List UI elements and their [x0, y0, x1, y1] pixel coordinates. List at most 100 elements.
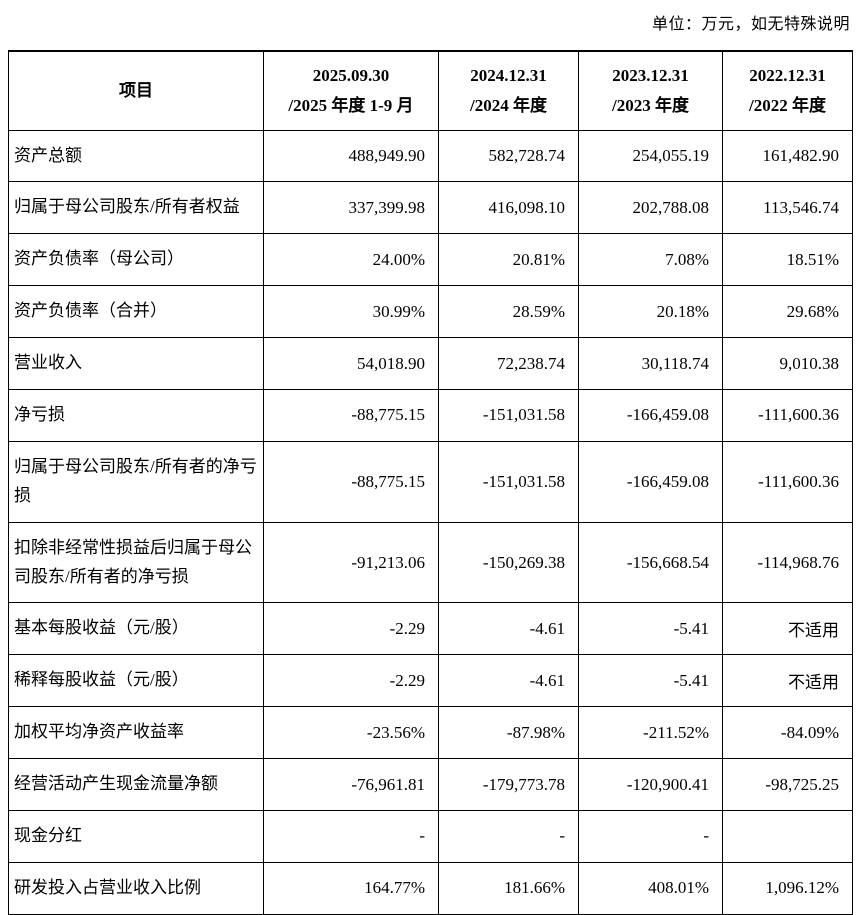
cell-value: -111,600.36: [722, 440, 853, 523]
cell-value: 28.59%: [438, 285, 579, 339]
cell-value: 20.81%: [438, 233, 579, 287]
cell-value: 29.68%: [722, 285, 853, 339]
header-line: 2024.12.31: [470, 66, 547, 85]
cell-value: 54,018.90: [263, 337, 439, 390]
row-label: 营业收入: [8, 337, 264, 390]
unit-note: 单位：万元，如无特殊说明: [651, 16, 850, 33]
cell-value: -151,031.58: [438, 388, 579, 442]
cell-value: -76,961.81: [263, 758, 439, 811]
table-row: 加权平均净资产收益率 -23.56% -87.98% -211.52% -84.…: [8, 706, 853, 760]
header-col-2025: 2025.09.30 /2025 年度 1-9 月: [263, 50, 439, 131]
header-line: 2025.09.30: [312, 66, 390, 85]
financial-table: 项目 2025.09.30 /2025 年度 1-9 月 2024.12.31 …: [8, 50, 853, 915]
cell-value: -150,269.38: [438, 521, 579, 604]
row-label: 归属于母公司股东/所有者的净亏损: [8, 440, 264, 523]
cell-value: -4.61: [438, 602, 579, 656]
row-label: 基本每股收益（元/股）: [8, 602, 264, 656]
cell-value: 不适用: [722, 654, 853, 708]
cell-value: -: [263, 809, 439, 863]
cell-value: 113,546.74: [722, 181, 853, 235]
row-label: 资产负债率（合并）: [8, 285, 264, 339]
table-row: 基本每股收益（元/股） -2.29 -4.61 -5.41 不适用: [8, 602, 853, 656]
header-line: /2023 年度: [612, 95, 689, 115]
header-line: /2025 年度 1-9 月: [288, 95, 414, 115]
cell-value: -5.41: [578, 602, 723, 656]
cell-value: -2.29: [263, 602, 439, 656]
row-label: 加权平均净资产收益率: [8, 706, 264, 760]
cell-value: 72,238.74: [438, 337, 579, 390]
cell-value: -166,459.08: [578, 440, 723, 523]
cell-value: -91,213.06: [263, 521, 439, 604]
table-row: 扣除非经常性损益后归属于母公司股东/所有者的净亏损 -91,213.06 -15…: [8, 521, 853, 604]
cell-value: -84.09%: [722, 706, 853, 760]
header-col-2022: 2022.12.31 /2022 年度: [722, 50, 853, 131]
cell-value: 24.00%: [263, 233, 439, 287]
cell-value: -5.41: [578, 654, 723, 708]
cell-value: -88,775.15: [263, 388, 439, 442]
header-line: 2023.12.31: [612, 66, 689, 85]
table-row: 经营活动产生现金流量净额 -76,961.81 -179,773.78 -120…: [8, 758, 853, 811]
row-label: 归属于母公司股东/所有者权益: [8, 181, 264, 235]
cell-value: 18.51%: [722, 233, 853, 287]
cell-value: -179,773.78: [438, 758, 579, 811]
table-row: 研发投入占营业收入比例 164.77% 181.66% 408.01% 1,09…: [8, 861, 853, 915]
cell-value: 202,788.08: [578, 181, 723, 235]
cell-value: 181.66%: [438, 861, 579, 915]
cell-value: -156,668.54: [578, 521, 723, 604]
row-label: 经营活动产生现金流量净额: [8, 758, 264, 811]
header-line: /2022 年度: [749, 95, 826, 115]
cell-value: -88,775.15: [263, 440, 439, 523]
cell-value: 9,010.38: [722, 337, 853, 390]
cell-value: -87.98%: [438, 706, 579, 760]
cell-value: -114,968.76: [722, 521, 853, 604]
row-label: 研发投入占营业收入比例: [8, 861, 264, 915]
table-row: 营业收入 54,018.90 72,238.74 30,118.74 9,010…: [8, 337, 853, 390]
cell-value: 不适用: [722, 602, 853, 656]
table-row: 资产负债率（母公司） 24.00% 20.81% 7.08% 18.51%: [8, 233, 853, 287]
cell-value: -2.29: [263, 654, 439, 708]
cell-value: 30.99%: [263, 285, 439, 339]
cell-value: -23.56%: [263, 706, 439, 760]
cell-value: -4.61: [438, 654, 579, 708]
cell-value: 408.01%: [578, 861, 723, 915]
cell-value: [722, 809, 853, 863]
cell-value: 30,118.74: [578, 337, 723, 390]
row-label: 资产总额: [8, 129, 264, 183]
cell-value: 488,949.90: [263, 129, 439, 183]
cell-value: -151,031.58: [438, 440, 579, 523]
cell-value: -166,459.08: [578, 388, 723, 442]
cell-value: 7.08%: [578, 233, 723, 287]
cell-value: 1,096.12%: [722, 861, 853, 915]
table-row: 现金分红 - - -: [8, 809, 853, 863]
cell-value: 416,098.10: [438, 181, 579, 235]
row-label: 稀释每股收益（元/股）: [8, 654, 264, 708]
row-label: 净亏损: [8, 388, 264, 442]
header-row: 项目 2025.09.30 /2025 年度 1-9 月 2024.12.31 …: [8, 50, 853, 131]
cell-value: 254,055.19: [578, 129, 723, 183]
table-row: 稀释每股收益（元/股） -2.29 -4.61 -5.41 不适用: [8, 654, 853, 708]
cell-value: 164.77%: [263, 861, 439, 915]
table-row: 净亏损 -88,775.15 -151,031.58 -166,459.08 -…: [8, 388, 853, 442]
cell-value: -: [578, 809, 723, 863]
cell-value: 337,399.98: [263, 181, 439, 235]
row-label: 现金分红: [8, 809, 264, 863]
header-col-2024: 2024.12.31 /2024 年度: [438, 50, 579, 131]
row-label: 资产负债率（母公司）: [8, 233, 264, 287]
cell-value: 161,482.90: [722, 129, 853, 183]
header-col-2023: 2023.12.31 /2023 年度: [578, 50, 723, 131]
cell-value: 20.18%: [578, 285, 723, 339]
table-row: 归属于母公司股东/所有者的净亏损 -88,775.15 -151,031.58 …: [8, 440, 853, 523]
cell-value: -120,900.41: [578, 758, 723, 811]
cell-value: 582,728.74: [438, 129, 579, 183]
cell-value: -111,600.36: [722, 388, 853, 442]
row-label: 扣除非经常性损益后归属于母公司股东/所有者的净亏损: [8, 521, 264, 604]
header-line: 2022.12.31: [749, 66, 826, 85]
cell-value: -98,725.25: [722, 758, 853, 811]
table-row: 归属于母公司股东/所有者权益 337,399.98 416,098.10 202…: [8, 181, 853, 235]
header-line: /2024 年度: [470, 95, 547, 115]
cell-value: -211.52%: [578, 706, 723, 760]
table-row: 资产负债率（合并） 30.99% 28.59% 20.18% 29.68%: [8, 285, 853, 339]
document-page: 单位：万元，如无特殊说明 项目 2025.09.30 /2025 年度 1-9 …: [8, 16, 853, 915]
cell-value: -: [438, 809, 579, 863]
header-item: 项目: [8, 50, 264, 131]
